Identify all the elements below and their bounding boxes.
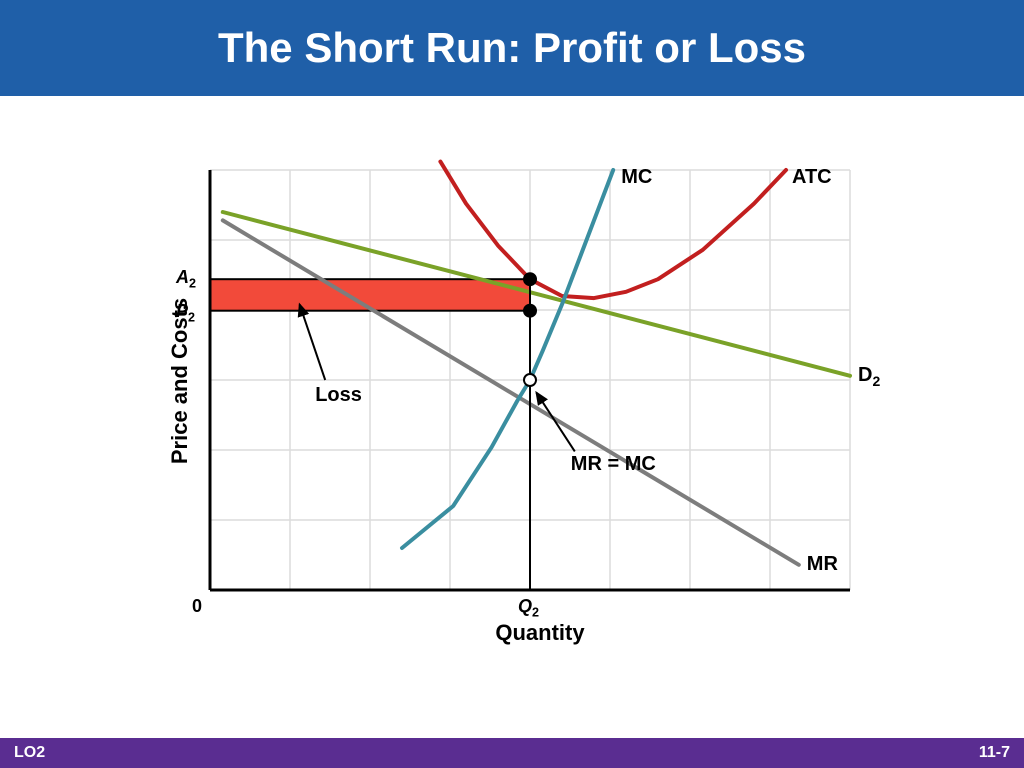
atc-label: ATC: [792, 166, 832, 189]
mrmc-label: MR = MC: [571, 453, 656, 476]
footer-left: LO2: [14, 744, 45, 762]
q2-label: Q2: [518, 596, 539, 620]
d2-label: D2: [858, 364, 880, 389]
curve-atc: [440, 162, 786, 299]
p2-label: P2: [176, 301, 195, 325]
curve-mr: [223, 220, 799, 564]
loss-arrow: [300, 304, 326, 380]
footer-bar: LO2 11-7: [0, 738, 1024, 768]
x-axis-label: Quantity: [480, 620, 600, 646]
title-bar: The Short Run: Profit or Loss: [0, 0, 1024, 96]
mr-label: MR: [807, 553, 838, 576]
a2-label: A2: [176, 267, 196, 291]
origin-label: 0: [192, 596, 202, 617]
footer-right: 11-7: [979, 744, 1010, 762]
mc-label: MC: [621, 166, 652, 189]
loss-rectangle: [210, 279, 530, 311]
loss-label: Loss: [315, 384, 362, 407]
mrmc-arrow: [536, 393, 574, 452]
chart-container: Price and CostsQuantity0A2P2Q2MCATCD2MRL…: [170, 150, 890, 650]
chart-svg: [170, 150, 890, 650]
curve-mc: [402, 170, 613, 548]
slide-root: { "slide": { "title": "The Short Run: Pr…: [0, 0, 1024, 768]
slide-title: The Short Run: Profit or Loss: [218, 24, 806, 71]
